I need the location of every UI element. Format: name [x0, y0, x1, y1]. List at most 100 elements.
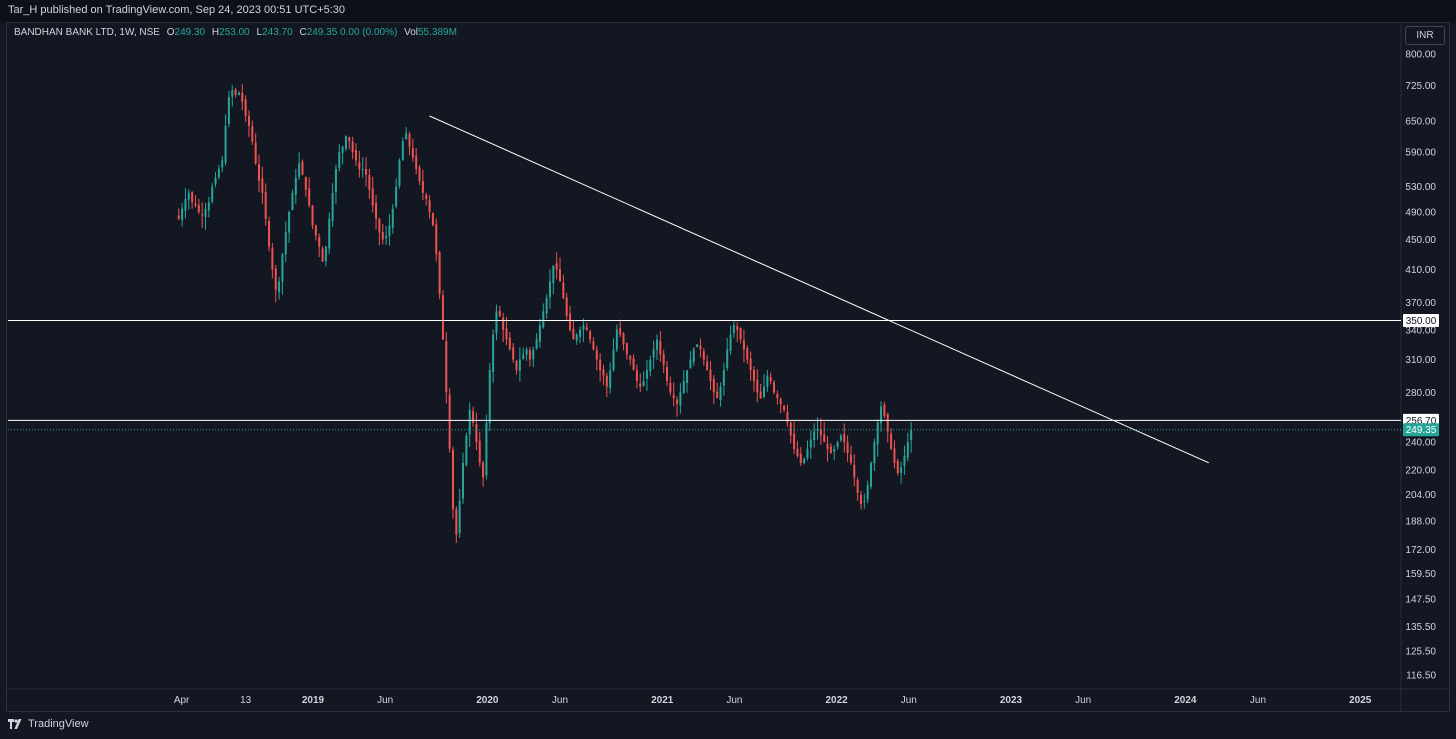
candle-body [756, 379, 759, 393]
candle-body [605, 375, 608, 387]
candle-body [284, 232, 287, 255]
candle-body [341, 146, 344, 153]
current-price-tag [1403, 423, 1439, 437]
candle-body [599, 359, 602, 371]
candle-body [351, 141, 354, 153]
candle-body [478, 440, 481, 463]
low-label: L [256, 27, 263, 38]
candle-body [575, 334, 578, 341]
candle-body [361, 168, 364, 170]
candle-body [625, 343, 628, 355]
time-axis[interactable]: Apr 13 2019 Jun 2020 Jun 2021 Jun 2022 Jun 2023 Jun… [174, 695, 1372, 706]
candle-body [726, 349, 729, 368]
candle-body [237, 92, 240, 95]
candle-body [278, 281, 281, 293]
candle-body [615, 329, 618, 350]
candle-body [385, 235, 388, 239]
candle-body [502, 317, 505, 330]
y-tick-label: 204.00 [1405, 490, 1436, 501]
candle-body [632, 358, 635, 371]
candle-body [518, 359, 521, 371]
candle-body [776, 393, 779, 399]
candle-body [702, 351, 705, 360]
high-label: H [211, 27, 220, 38]
publish-strip [0, 0, 1456, 22]
candle-body [645, 370, 648, 379]
x-tick-label: 2025 [1349, 695, 1372, 706]
candle-body [819, 429, 822, 436]
volume-label: Vol [404, 27, 418, 38]
y-tick-label: 340.00 [1405, 325, 1436, 336]
tradingview-logo[interactable]: TradingView [8, 718, 89, 730]
x-tick-label: 2020 [476, 695, 499, 706]
candle-body [334, 168, 337, 192]
x-tick-label: Jun [1075, 695, 1091, 706]
candle-body [301, 161, 304, 175]
footer-bar [0, 712, 1456, 739]
candle-body [669, 383, 672, 393]
candle-body [655, 339, 658, 350]
y-tick-label: 490.00 [1405, 207, 1436, 218]
candle-body [375, 203, 378, 219]
candle-body [709, 369, 712, 382]
candle-body [445, 341, 448, 393]
candle-body [809, 439, 812, 448]
candles [177, 84, 913, 543]
candle-body [428, 200, 431, 212]
candle-body [435, 224, 438, 255]
candle-body [883, 404, 886, 417]
candle-body [686, 370, 689, 383]
y-tick-label: 116.50 [1406, 671, 1436, 682]
candle-body [495, 311, 498, 334]
candle-body [294, 177, 297, 195]
x-tick-label: Apr [174, 695, 190, 706]
candle-body [689, 359, 692, 369]
candle-body [398, 160, 401, 186]
symbol-legend: BANDHAN BANK LTD, 1W, NSE O249.30 H253.0… [14, 27, 457, 38]
candle-body [716, 391, 719, 399]
candle-body [629, 355, 632, 360]
candle-body [184, 199, 187, 211]
candle-body [458, 500, 461, 533]
candle-body [358, 162, 361, 169]
y-tick-label: 725.00 [1405, 81, 1436, 92]
candle-body [371, 188, 374, 206]
candle-body [254, 142, 257, 164]
candle-body [582, 325, 585, 330]
candle-body [766, 375, 769, 387]
candle-body [796, 448, 799, 456]
candle-body [572, 328, 575, 340]
candle-body [903, 455, 906, 466]
candle-body [642, 381, 645, 386]
candle-body [381, 232, 384, 240]
candle-body [395, 186, 398, 207]
candle-body [849, 454, 852, 463]
candle-body [856, 479, 859, 493]
candle-body [806, 448, 809, 458]
candle-body [462, 462, 465, 499]
candle-body [214, 177, 217, 185]
candle-body [318, 237, 321, 247]
candle-body [652, 349, 655, 358]
trendline[interactable] [429, 115, 1209, 464]
candle-body [465, 435, 468, 465]
candle-body [706, 361, 709, 371]
candle-body [207, 202, 210, 211]
candle-body [247, 116, 250, 126]
x-tick-label: Jun [377, 695, 393, 706]
candle-body [368, 175, 371, 190]
candle-body [833, 448, 836, 452]
candle-body [682, 381, 685, 393]
candle-body [485, 422, 488, 476]
candle-body [365, 169, 368, 175]
candle-body [612, 349, 615, 371]
candle-body [508, 337, 511, 350]
candle-body [622, 333, 625, 345]
currency-button[interactable]: INR [1405, 26, 1445, 45]
candle-body [900, 467, 903, 473]
candle-body [331, 192, 334, 222]
price-axis[interactable]: 800.00 725.00 650.00 590.00 530.00 490.00 450.… [1403, 50, 1439, 682]
candle-body [839, 435, 842, 441]
candle-body [749, 358, 752, 371]
